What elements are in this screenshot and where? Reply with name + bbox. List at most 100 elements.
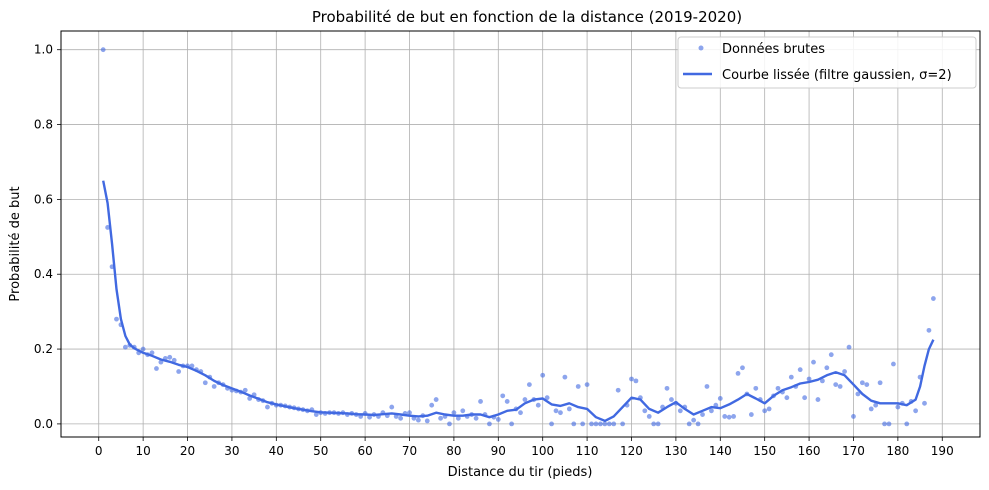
scatter-point <box>691 417 697 423</box>
scatter-point <box>842 369 847 374</box>
y-tick-label: 0.4 <box>34 267 53 281</box>
legend-label-raw: Données brutes <box>722 42 825 57</box>
x-tick-label: 20 <box>180 444 195 458</box>
scatter-point <box>859 380 865 386</box>
scatter-point <box>487 421 492 427</box>
x-tick-label: 190 <box>931 444 954 458</box>
scatter-point <box>455 415 461 421</box>
scatter-point <box>700 412 705 417</box>
smoothed-line <box>102 180 935 423</box>
scatter-point <box>105 225 111 230</box>
scatter-point <box>837 384 843 389</box>
scatter-point <box>553 408 559 414</box>
x-tick-label: 150 <box>753 444 776 458</box>
scatter-point <box>202 380 208 386</box>
scatter-point <box>566 406 572 412</box>
axis-ticks: 0 10 20 30 40 50 60 70 80 90 100 110 120 130 140 150 160… <box>34 43 954 458</box>
scatter-point <box>415 417 421 423</box>
scatter-point <box>904 421 910 427</box>
scatter-point <box>433 397 439 402</box>
scatter-point <box>571 421 577 427</box>
chart-title: Probabilité de but en fonction de la dis… <box>312 8 742 26</box>
scatter-point <box>100 47 106 53</box>
scatter-point <box>824 365 830 371</box>
scatter-point <box>877 380 883 386</box>
scatter-point <box>407 410 412 416</box>
scatter-point <box>540 372 546 378</box>
scatter-point <box>247 396 253 401</box>
scatter-point <box>122 344 128 350</box>
x-tick-label: 100 <box>531 444 554 458</box>
scatter-point <box>522 397 528 402</box>
y-tick-label: 0.0 <box>34 417 53 431</box>
scatter-point <box>114 316 119 322</box>
x-tick-label: 50 <box>313 444 328 458</box>
scatter-point <box>797 367 803 373</box>
scatter-point <box>788 374 794 380</box>
scatter-point <box>620 421 626 427</box>
scatter-point <box>731 414 737 419</box>
scatter-point <box>495 417 501 422</box>
scatter-point <box>709 408 714 414</box>
scatter-point <box>171 357 177 363</box>
scatter-point <box>868 406 874 412</box>
scatter-point <box>478 399 483 404</box>
scatter-point <box>575 384 581 389</box>
scatter-point <box>535 402 541 408</box>
scatter-point <box>806 376 812 382</box>
legend: Données brutes Courbe lissée (filtre gau… <box>677 36 977 89</box>
scatter-point <box>704 384 710 389</box>
scatter-point <box>562 374 568 380</box>
scatter-point <box>677 408 683 414</box>
scatter-point <box>646 414 652 419</box>
scatter-point <box>500 393 506 399</box>
scatter-point <box>833 382 839 388</box>
x-tick-label: 60 <box>357 444 372 458</box>
scatter-point <box>748 412 754 417</box>
x-tick-label: 160 <box>798 444 821 458</box>
scatter-point <box>589 421 594 427</box>
scatter-point <box>211 384 217 389</box>
scatter-point <box>544 395 550 401</box>
scatter-point <box>598 421 603 427</box>
scatter-point <box>389 404 395 410</box>
x-tick-label: 0 <box>95 444 103 458</box>
x-tick-label: 80 <box>446 444 461 458</box>
scatter-point <box>526 382 532 388</box>
scatter-point <box>926 327 932 333</box>
x-tick-label: 180 <box>886 444 909 458</box>
scatter-point <box>398 415 404 421</box>
x-tick-label: 130 <box>664 444 687 458</box>
scatter-point <box>509 421 515 427</box>
scatter-point <box>265 404 270 410</box>
scatter-point <box>695 421 701 427</box>
scatter-point <box>722 414 728 419</box>
y-axis-label: Probabilité de but <box>8 186 23 301</box>
y-tick-label: 0.2 <box>34 342 53 356</box>
x-tick-label: 110 <box>576 444 599 458</box>
scatter-point <box>176 369 182 374</box>
scatter-point <box>784 395 790 401</box>
scatter-point <box>664 385 670 391</box>
scatter-point <box>762 408 768 414</box>
scatter-point <box>864 382 870 388</box>
legend-label-smoothed: Courbe lissée (filtre gaussien, σ=2) <box>722 68 952 83</box>
scatter-point <box>429 402 435 408</box>
scatter-point <box>846 344 852 350</box>
scatter-point <box>313 412 319 417</box>
x-tick-label: 40 <box>269 444 284 458</box>
x-tick-label: 70 <box>402 444 417 458</box>
scatter-point <box>819 378 825 384</box>
scatter-point <box>922 400 927 406</box>
scatter-point <box>855 391 861 397</box>
scatter-point <box>460 408 466 414</box>
legend-marker-raw <box>698 45 704 51</box>
x-tick-label: 90 <box>491 444 506 458</box>
scatter-point <box>913 408 919 414</box>
scatter-point <box>766 406 772 412</box>
scatter-point <box>740 365 745 371</box>
scatter-point <box>549 421 554 427</box>
scatter-point <box>518 410 523 416</box>
scatter-point <box>815 397 821 402</box>
